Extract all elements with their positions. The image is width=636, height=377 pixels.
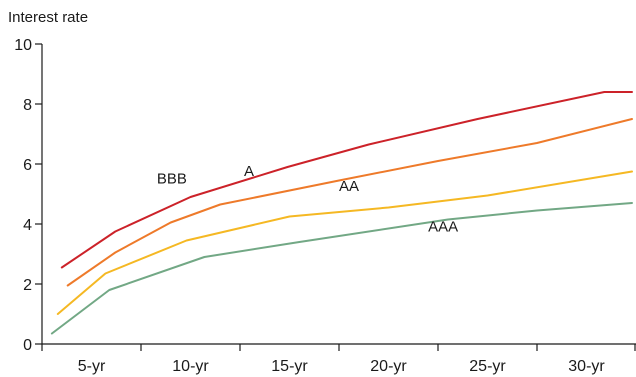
y-tick-label: 10	[14, 37, 32, 54]
series-line-bbb	[60, 91, 633, 269]
series-line-a	[66, 118, 633, 287]
series-label-aaa: AAA	[428, 219, 458, 236]
x-tick-label: 5-yr	[78, 358, 106, 375]
y-tick-label: 8	[23, 97, 32, 114]
y-tick-label: 0	[23, 337, 32, 354]
x-tick-label: 15-yr	[271, 358, 308, 375]
x-tick-label: 25-yr	[469, 358, 506, 375]
series-label-bbb: BBB	[157, 171, 187, 188]
y-tick-label: 2	[23, 277, 32, 294]
y-tick-label: 6	[23, 157, 32, 174]
y-axis-title: Interest rate	[8, 9, 88, 26]
series-lines	[50, 91, 633, 335]
y-axis: 0 2 4 6 8 10	[14, 37, 43, 354]
series-label-a: A	[244, 163, 254, 180]
series-line-aa	[56, 170, 633, 315]
series-label-aa: AA	[339, 178, 359, 195]
x-axis: 5-yr 10-yr 15-yr 20-yr 25-yr 30-yr	[41, 343, 636, 375]
x-tick-label: 20-yr	[370, 358, 407, 375]
x-tick-label: 10-yr	[172, 358, 209, 375]
y-tick-label: 4	[23, 217, 32, 234]
series-line-aaa	[50, 202, 633, 335]
x-tick-label: 30-yr	[568, 358, 605, 375]
